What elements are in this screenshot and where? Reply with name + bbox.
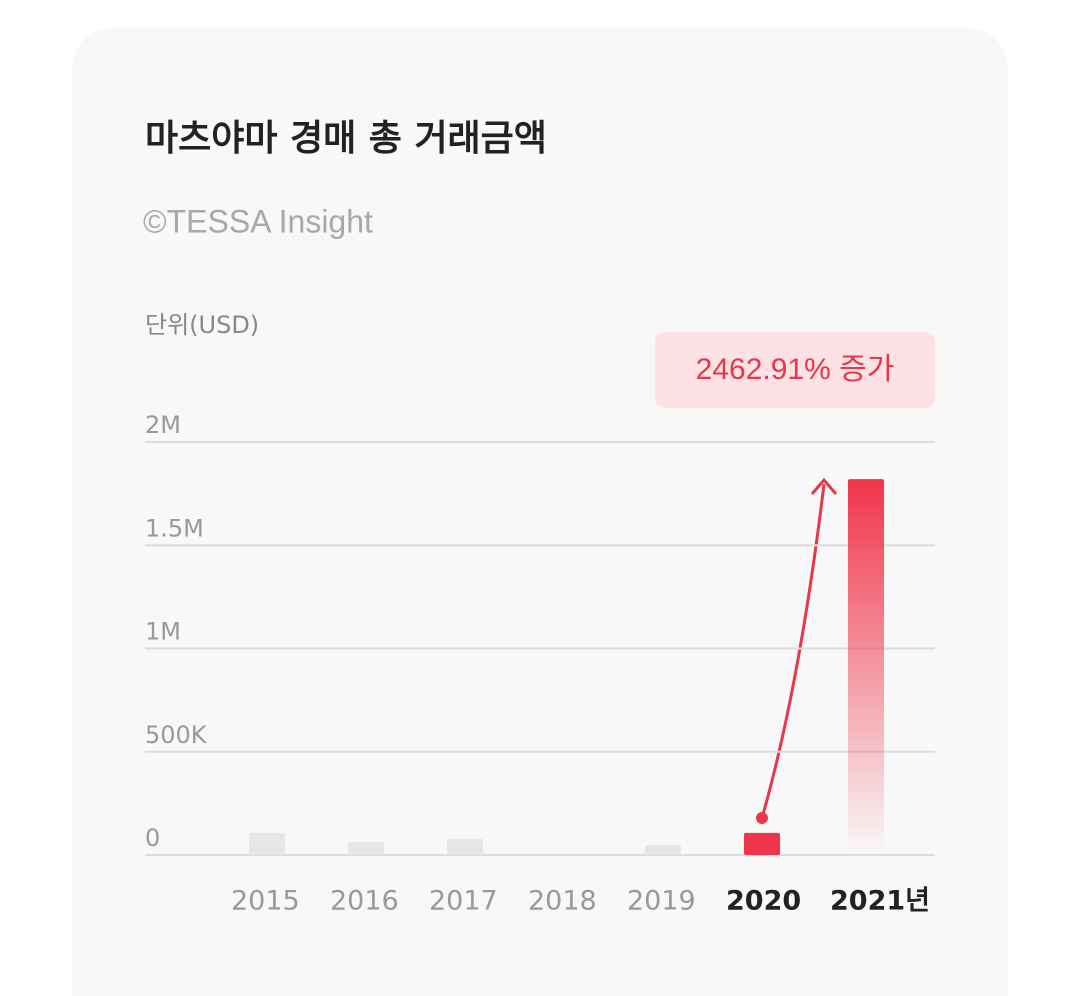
bar <box>348 841 384 855</box>
chart-title: 마츠야마 경매 총 거래금액 <box>145 118 547 159</box>
bar <box>848 479 884 855</box>
x-tick-label: 2015 <box>231 886 300 917</box>
arrow-dot <box>756 812 768 824</box>
arrow-head <box>810 477 838 495</box>
card <box>72 28 1008 996</box>
y-tick-label: 2M <box>145 411 181 439</box>
y-tick-label: 500K <box>145 721 208 749</box>
annotation-box <box>655 332 935 408</box>
y-axis-label: 단위(USD) <box>145 311 259 339</box>
y-tick-label: 0 <box>145 824 160 852</box>
x-tick-label: 2017 <box>429 886 498 917</box>
x-tick-label: 2020 <box>726 886 801 917</box>
arrow <box>760 483 826 819</box>
annotation: 2462.91% 증가 <box>696 353 895 386</box>
bar <box>447 838 483 855</box>
x-tick-label: 2019 <box>627 886 696 917</box>
bar <box>249 832 285 855</box>
bar <box>744 832 780 855</box>
chart-subtitle: ©TESSA Insight <box>143 203 373 239</box>
x-tick-label: 2016 <box>330 886 399 917</box>
y-tick-label: 1M <box>145 618 181 646</box>
y-tick-label: 1.5M <box>145 514 204 542</box>
x-tick-label: 2018 <box>528 886 597 917</box>
x-tick-label: 2021년 <box>830 886 930 917</box>
bar <box>645 845 681 855</box>
